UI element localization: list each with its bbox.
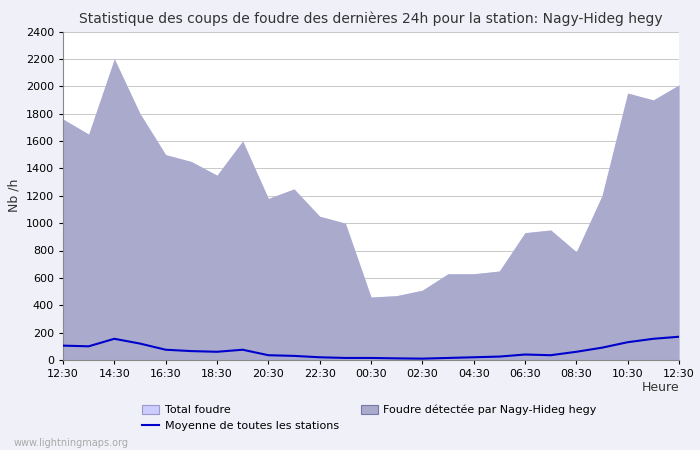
Legend: Total foudre, Moyenne de toutes les stations, Foudre détectée par Nagy-Hideg heg: Total foudre, Moyenne de toutes les stat…: [143, 405, 596, 431]
Text: Heure: Heure: [641, 381, 679, 394]
Title: Statistique des coups de foudre des dernières 24h pour la station: Nagy-Hideg he: Statistique des coups de foudre des dern…: [79, 12, 663, 26]
Y-axis label: Nb /h: Nb /h: [7, 179, 20, 212]
Text: www.lightningmaps.org: www.lightningmaps.org: [14, 438, 129, 448]
